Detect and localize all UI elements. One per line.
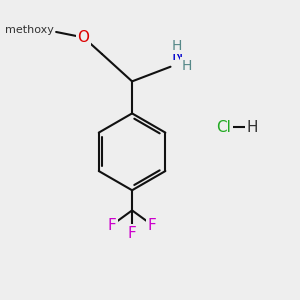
Text: Cl: Cl	[216, 120, 231, 135]
Text: F: F	[148, 218, 157, 232]
Text: F: F	[128, 226, 136, 241]
Text: N: N	[171, 48, 183, 63]
Text: H: H	[182, 59, 192, 73]
Text: H: H	[171, 39, 182, 53]
Text: H: H	[247, 120, 258, 135]
Text: F: F	[108, 218, 116, 232]
Text: methoxy: methoxy	[5, 25, 54, 35]
Text: O: O	[78, 30, 90, 45]
